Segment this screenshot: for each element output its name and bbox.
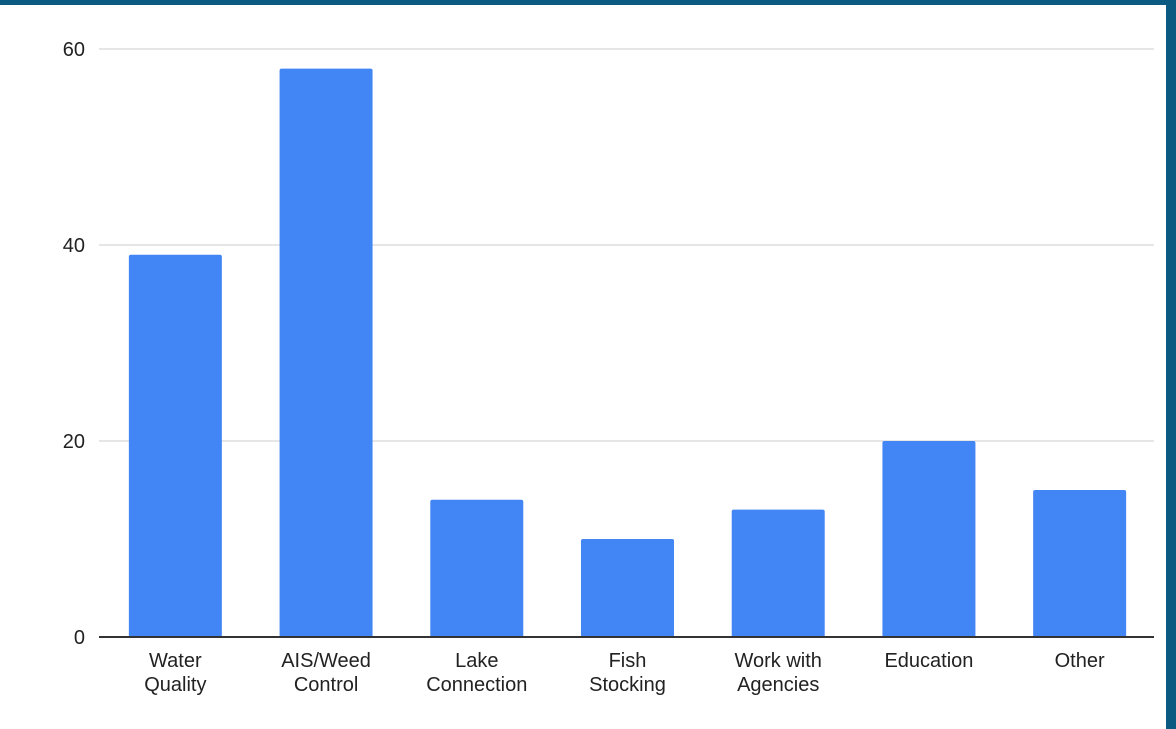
x-tick-label-line: Work with (735, 650, 822, 672)
bar-2 (430, 499, 524, 637)
x-tick-label-line: Connection (426, 674, 527, 696)
x-tick-label-line: Quality (144, 674, 206, 696)
bar-4 (731, 509, 825, 637)
x-tick-label-line: Water (149, 650, 202, 672)
x-tick-label-line: Control (294, 674, 358, 696)
x-tick-label-line: Fish (609, 650, 647, 672)
y-tick-label-60: 60 (63, 39, 85, 61)
x-tick-label-6: Other (1055, 650, 1105, 672)
bar-5 (882, 441, 976, 637)
bar-1 (279, 68, 373, 638)
x-tick-label-line: Education (884, 650, 973, 672)
x-tick-label-4: Work with Agencies (735, 650, 822, 696)
grid-lines (99, 48, 1154, 442)
y-tick-label-40: 40 (63, 235, 85, 257)
x-axis-labels: Water Quality AIS/Weed Control Lake Connectio… (144, 650, 1105, 696)
x-tick-label-5: Education (884, 650, 973, 672)
x-tick-label-line: AIS/Weed (281, 650, 371, 672)
x-tick-label-line: Stocking (589, 674, 666, 696)
bar-0 (128, 254, 222, 638)
y-tick-label-20: 20 (63, 431, 85, 453)
y-tick-label-0: 0 (74, 627, 85, 649)
x-tick-label-1: AIS/Weed Control (281, 650, 371, 696)
bar-6 (1033, 490, 1127, 637)
bar-3 (581, 539, 674, 637)
x-tick-label-line: Lake (455, 650, 498, 672)
x-tick-label-0: Water Quality (144, 650, 206, 696)
y-axis-ticks: 0 20 40 60 (63, 39, 85, 649)
x-tick-label-2: Lake Connection (426, 650, 527, 696)
x-tick-label-3: Fish Stocking (589, 650, 666, 696)
x-tick-label-line: Other (1055, 650, 1105, 672)
x-tick-label-line: Agencies (737, 674, 819, 696)
bars (128, 68, 1127, 638)
